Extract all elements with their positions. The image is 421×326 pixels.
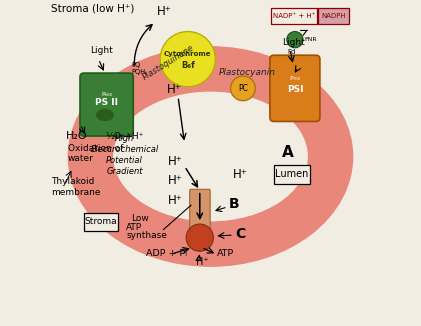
FancyBboxPatch shape (271, 7, 317, 24)
Ellipse shape (96, 109, 114, 121)
Text: Fd: Fd (288, 49, 296, 55)
Text: ATP: ATP (217, 248, 234, 258)
Text: Lumen: Lumen (275, 170, 308, 179)
Text: Stroma: Stroma (85, 217, 117, 226)
Text: A: A (282, 144, 294, 159)
Circle shape (231, 76, 255, 101)
Text: ADP + Pᵢ: ADP + Pᵢ (146, 248, 187, 258)
Text: Light: Light (282, 37, 305, 47)
Text: NADP⁺ + H⁺: NADP⁺ + H⁺ (273, 13, 315, 19)
Text: B₆f: B₆f (181, 61, 195, 70)
Circle shape (160, 32, 216, 87)
FancyBboxPatch shape (84, 213, 117, 231)
Text: Thylakoid
membrane: Thylakoid membrane (51, 177, 101, 198)
FancyBboxPatch shape (318, 7, 349, 24)
Text: H⁺: H⁺ (168, 155, 183, 168)
Text: Low: Low (131, 215, 149, 223)
FancyBboxPatch shape (270, 55, 320, 122)
Text: PSI: PSI (287, 85, 303, 95)
Text: High
Eleccrochemical
Potential
Gradient: High Eleccrochemical Potential Gradient (91, 134, 159, 176)
Text: H⁺: H⁺ (168, 194, 183, 207)
Text: Plastoquinone: Plastoquinone (141, 43, 195, 82)
Text: NADPH: NADPH (322, 13, 346, 19)
Text: H⁺: H⁺ (167, 83, 181, 96)
FancyBboxPatch shape (190, 189, 210, 229)
Text: PS II: PS II (95, 98, 118, 108)
Text: H⁺: H⁺ (168, 174, 183, 187)
Circle shape (186, 224, 213, 251)
Text: H⁺: H⁺ (196, 257, 208, 267)
Text: H⁺: H⁺ (233, 168, 248, 181)
Text: PQ
PQH: PQ PQH (131, 62, 145, 75)
Text: P₇₀₀: P₇₀₀ (289, 76, 301, 81)
Text: Light: Light (91, 46, 113, 55)
Text: synthase: synthase (126, 231, 167, 240)
Circle shape (287, 32, 303, 48)
Text: P₆₈₀: P₆₈₀ (101, 92, 112, 97)
Text: Stroma (low H⁺): Stroma (low H⁺) (51, 4, 135, 14)
FancyBboxPatch shape (274, 165, 309, 184)
Text: Oxidation of
water: Oxidation of water (68, 144, 123, 163)
Text: C: C (235, 227, 245, 241)
Text: ATP: ATP (126, 223, 142, 231)
Text: Plastocyanin: Plastocyanin (218, 68, 276, 77)
Text: B: B (228, 198, 239, 212)
Ellipse shape (113, 92, 308, 221)
Text: FNR: FNR (304, 37, 317, 42)
FancyBboxPatch shape (80, 73, 133, 136)
Ellipse shape (68, 46, 353, 267)
Text: ½O₂+H⁺: ½O₂+H⁺ (105, 132, 144, 141)
Text: H₂O: H₂O (66, 131, 88, 141)
Text: H⁺: H⁺ (157, 5, 172, 18)
Text: PC: PC (238, 84, 248, 93)
Text: Cytochrome: Cytochrome (164, 51, 211, 57)
